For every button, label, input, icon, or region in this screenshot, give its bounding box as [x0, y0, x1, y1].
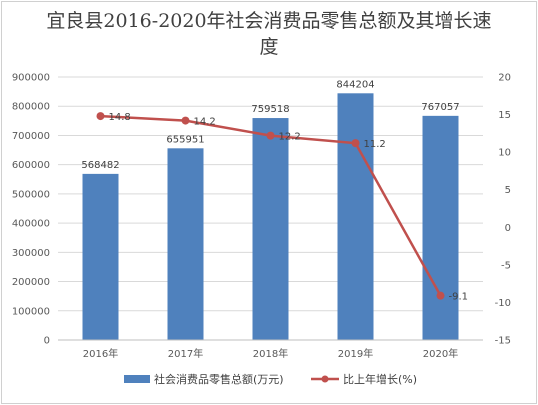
y-left-tick-label: 0 [44, 336, 50, 347]
bar-data-label: 759518 [251, 104, 289, 115]
bar-data-label: 655951 [166, 134, 204, 145]
bar [252, 118, 289, 340]
bar [82, 173, 119, 340]
bar-series [82, 93, 459, 340]
y-right-tick-label: 20 [498, 73, 511, 84]
y-left-tick-label: 200000 [12, 277, 50, 288]
bar [422, 115, 459, 340]
line-data-label: 14.2 [194, 117, 216, 128]
line-data-label: 14.8 [109, 112, 131, 123]
x-tick-label: 2016年 [83, 347, 118, 360]
line-point [436, 291, 445, 300]
y-right-tick-label: -10 [495, 298, 511, 309]
legend: 社会消费品零售总额(万元) 比上年增长(%) [124, 372, 417, 386]
bar-data-label: 844204 [336, 79, 374, 90]
x-tick-label: 2019年 [338, 347, 373, 360]
chart-title: 宜良县2016-2020年社会消费品零售总额及其增长速度 [46, 10, 492, 58]
bar-data-label: 767057 [421, 102, 459, 113]
data-labels: 568482 655951 759518 844204 767057 14.8 14.2 12… [81, 79, 468, 302]
y-left-tick-label: 100000 [12, 306, 50, 317]
legend-bar-swatch [124, 375, 150, 383]
legend-bar-label: 社会消费品零售总额(万元) [154, 372, 284, 386]
y-left-tick-label: 300000 [12, 248, 50, 259]
y-right-tick-label: -5 [501, 260, 511, 271]
y-right-tick-label: 5 [505, 185, 511, 196]
y-left-tick-label: 400000 [12, 219, 50, 230]
line-point [96, 112, 105, 121]
axes: 0 100000 200000 300000 400000 500000 600000 700… [12, 73, 511, 361]
x-tick-label: 2018年 [253, 347, 288, 360]
line-data-label: 11.2 [364, 139, 386, 150]
y-right-tick-label: -15 [495, 336, 511, 347]
x-tick-label: 2020年 [423, 347, 458, 360]
x-tick-label: 2017年 [168, 347, 203, 360]
legend-line-marker [321, 375, 329, 383]
line-series [96, 112, 445, 300]
bar [167, 148, 204, 340]
line-point [181, 116, 190, 125]
bar [337, 93, 374, 340]
line-point [351, 139, 360, 148]
y-left-tick-label: 800000 [12, 102, 50, 113]
y-left-tick-label: 500000 [12, 189, 50, 200]
y-right-tick-label: 10 [498, 148, 511, 159]
y-left-tick-label: 600000 [12, 160, 50, 171]
line-point [266, 131, 275, 140]
y-right-tick-label: 0 [505, 223, 511, 234]
legend-line-label: 比上年增长(%) [343, 372, 417, 386]
bar-data-label: 568482 [81, 160, 119, 171]
y-right-tick-label: 15 [498, 110, 511, 121]
line-data-label: -9.1 [449, 292, 469, 303]
line-data-label: 12.2 [279, 132, 301, 143]
y-left-tick-label: 900000 [12, 73, 50, 84]
y-left-tick-label: 700000 [12, 131, 50, 142]
